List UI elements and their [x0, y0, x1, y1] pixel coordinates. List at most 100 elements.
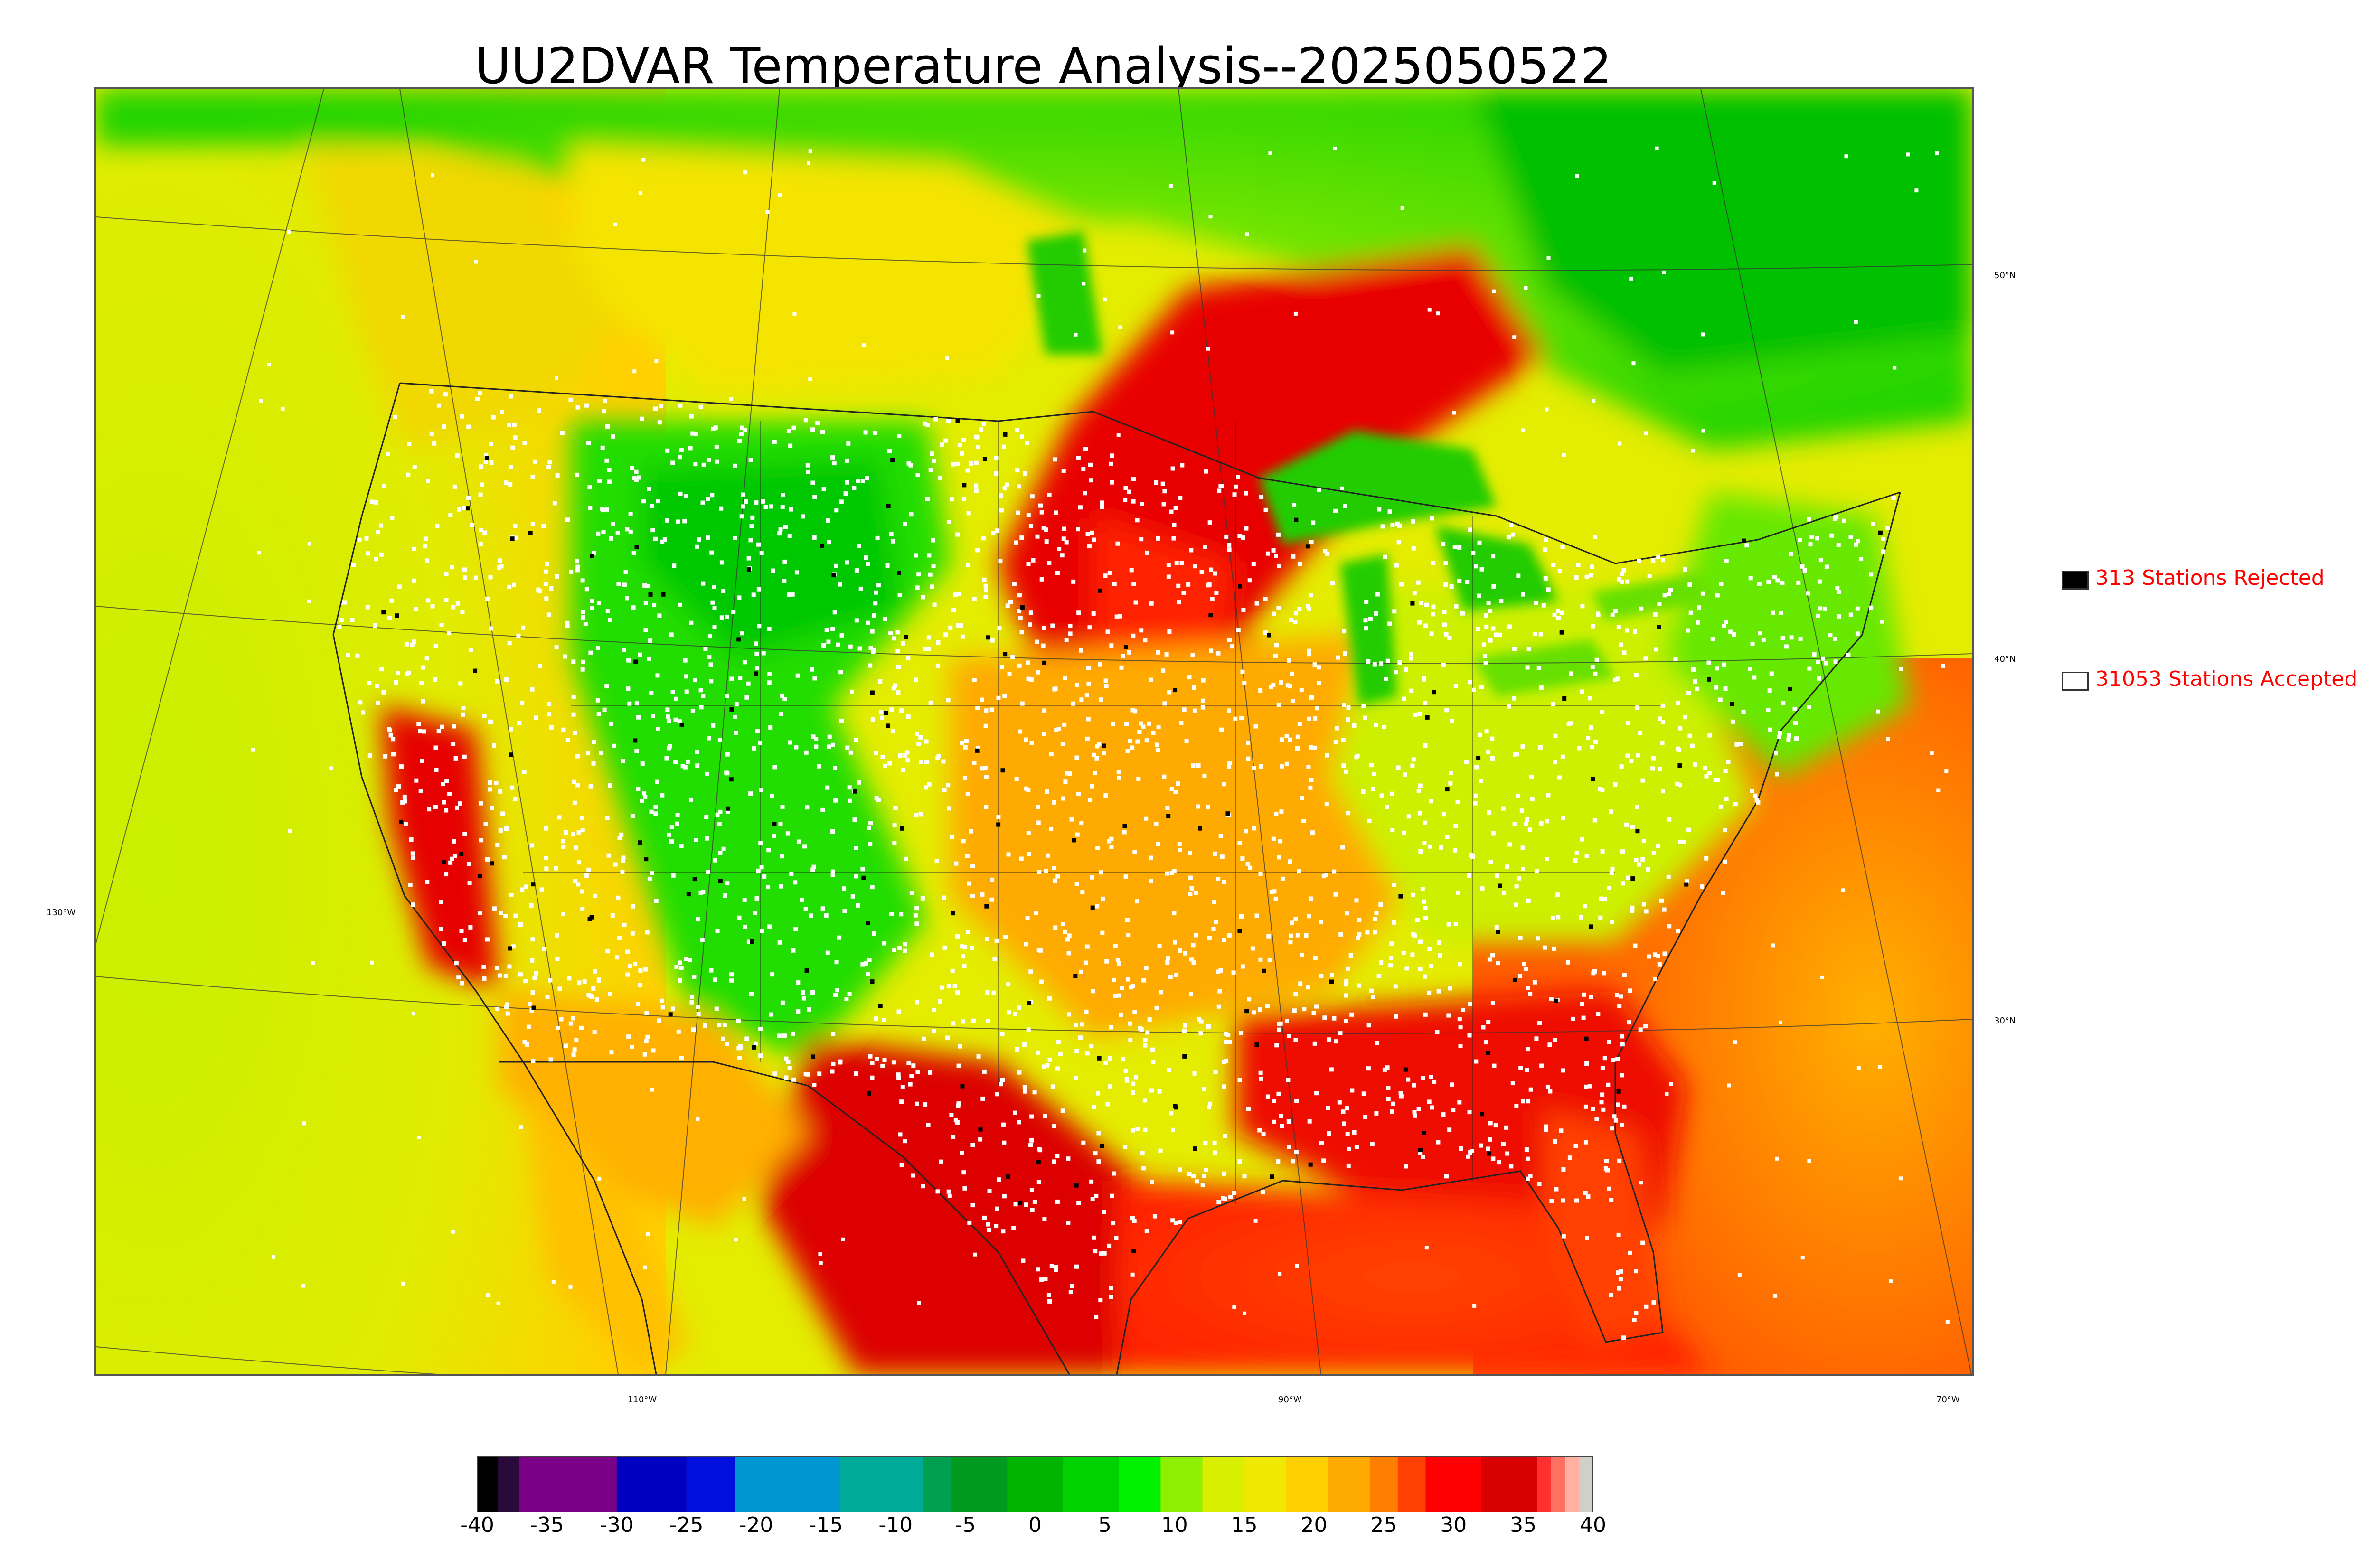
station-marker: [447, 631, 452, 636]
station-marker: [530, 687, 535, 692]
station-marker: [1036, 294, 1041, 298]
station-marker: [1150, 1047, 1155, 1052]
station-marker: [1719, 582, 1724, 586]
station-marker: [1144, 1229, 1149, 1233]
station-marker: [1453, 824, 1458, 828]
station-marker: [1280, 764, 1284, 769]
station-marker: [684, 689, 689, 694]
station-marker: [1289, 618, 1294, 622]
station-marker: [584, 873, 589, 878]
station-marker: [1577, 746, 1582, 751]
station-marker: [1589, 995, 1593, 999]
colorbar-band-9: [1007, 1456, 1064, 1512]
station-marker: [1469, 853, 1473, 857]
station-marker: [617, 936, 622, 940]
station-marker: [941, 759, 946, 764]
station-marker: [1837, 590, 1841, 594]
station-marker: [1653, 952, 1657, 957]
rejected-station-marker: [1730, 702, 1734, 706]
station-marker: [568, 397, 573, 402]
station-marker: [1685, 879, 1689, 884]
station-marker: [1007, 672, 1012, 676]
station-marker: [586, 441, 591, 445]
station-marker: [387, 727, 392, 732]
station-marker: [1216, 1004, 1221, 1009]
station-marker: [1524, 286, 1528, 290]
station-marker: [1131, 633, 1136, 638]
station-marker: [1082, 282, 1086, 286]
station-marker: [996, 695, 1001, 700]
station-marker: [1507, 704, 1511, 709]
rejected-station-marker: [1418, 1148, 1423, 1153]
rejected-station-marker: [729, 777, 734, 782]
station-marker: [1653, 612, 1658, 617]
station-marker: [574, 1038, 579, 1042]
station-marker: [1690, 743, 1695, 748]
station-marker: [1470, 1149, 1474, 1153]
station-marker: [998, 559, 1003, 563]
station-marker: [1160, 481, 1165, 486]
station-marker: [1144, 966, 1149, 970]
station-marker: [1020, 701, 1025, 706]
station-marker: [719, 560, 724, 565]
station-marker: [1412, 591, 1417, 596]
station-marker: [812, 676, 817, 681]
station-marker: [1064, 638, 1069, 642]
colorbar-band-4: [686, 1456, 735, 1512]
station-marker: [1052, 1124, 1056, 1128]
station-marker: [830, 742, 835, 747]
station-marker: [938, 999, 942, 1004]
station-marker: [882, 941, 887, 946]
colorbar-band-13: [1202, 1456, 1245, 1512]
station-marker: [1682, 839, 1686, 844]
station-marker: [488, 719, 492, 724]
station-marker: [792, 312, 797, 316]
station-marker: [1526, 1099, 1531, 1104]
station-marker: [725, 694, 729, 698]
station-marker: [742, 898, 747, 902]
colorbar-band-17: [1370, 1456, 1398, 1512]
station-marker: [808, 377, 812, 381]
station-marker: [674, 965, 679, 969]
station-marker: [1491, 1156, 1496, 1161]
station-marker: [1676, 929, 1680, 933]
station-marker: [390, 516, 395, 520]
station-marker: [1609, 1198, 1614, 1202]
rejected-station-marker: [820, 544, 824, 548]
station-marker: [1267, 958, 1272, 962]
station-marker: [893, 683, 897, 688]
station-marker: [529, 1008, 534, 1013]
station-marker: [1704, 856, 1709, 861]
station-marker: [444, 572, 449, 576]
station-marker: [594, 997, 599, 1002]
station-marker: [1661, 789, 1665, 794]
station-marker: [367, 681, 372, 685]
station-marker: [1252, 766, 1256, 770]
station-marker: [1055, 874, 1060, 879]
rejected-station-marker: [1584, 1036, 1589, 1041]
station-marker: [1066, 1156, 1071, 1161]
station-marker: [845, 480, 849, 485]
station-marker: [866, 562, 870, 566]
station-marker: [530, 843, 535, 848]
station-marker: [712, 606, 717, 610]
station-marker: [810, 480, 815, 485]
station-marker: [1643, 1024, 1648, 1029]
station-marker: [960, 1151, 964, 1155]
station-marker: [1278, 839, 1283, 844]
station-marker: [712, 585, 716, 589]
station-marker: [460, 414, 464, 419]
station-marker: [1481, 1025, 1486, 1030]
station-marker: [1393, 984, 1398, 989]
station-marker: [600, 507, 604, 511]
station-marker: [1244, 526, 1249, 531]
station-marker: [862, 343, 866, 347]
station-marker: [1165, 806, 1170, 810]
station-marker: [1457, 579, 1462, 583]
station-marker: [1596, 611, 1600, 616]
station-marker: [1151, 731, 1156, 735]
station-marker: [426, 479, 430, 483]
station-marker: [557, 815, 562, 820]
station-marker: [737, 1056, 742, 1060]
station-marker: [1200, 698, 1205, 703]
